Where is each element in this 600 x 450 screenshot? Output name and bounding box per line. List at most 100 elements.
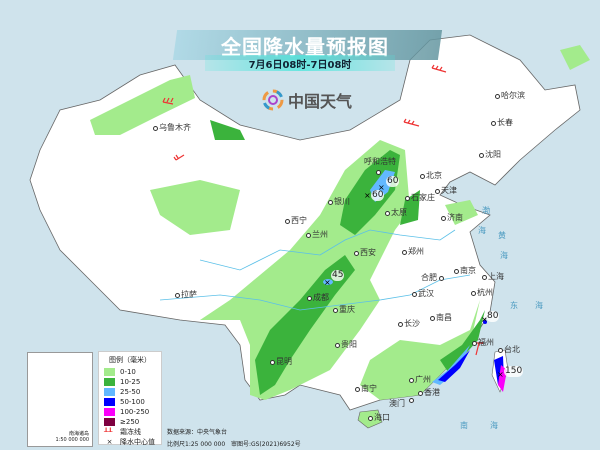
legend-swatch	[104, 388, 115, 396]
logo-text: 中国天气	[288, 92, 353, 111]
city-marker	[454, 269, 459, 274]
precip-center-value: 80	[486, 311, 500, 322]
city-marker	[412, 292, 417, 297]
city-label: 西宁	[291, 216, 307, 225]
city-marker	[418, 391, 423, 396]
sea-label: 海	[500, 251, 508, 260]
city-marker	[270, 360, 275, 365]
legend-item: 25-50	[104, 387, 156, 397]
legend-label: 降水中心值	[120, 438, 155, 446]
legend-swatch	[104, 408, 115, 416]
city-label: 广州	[415, 375, 431, 384]
legend-label: 25-50	[120, 388, 141, 396]
city-label: 拉萨	[181, 290, 197, 299]
city-label: 香港	[424, 388, 440, 397]
city-marker	[495, 94, 500, 99]
city-marker	[307, 296, 312, 301]
city-label: 台北	[504, 345, 520, 354]
legend-item: ≥250	[104, 417, 156, 427]
review-number: 审图号:GS(2021)6952号	[230, 441, 301, 448]
city-label: 成都	[313, 293, 329, 302]
city-marker	[435, 189, 440, 194]
precip-center-value: 60	[386, 176, 400, 187]
legend-label: 50-100	[120, 398, 145, 406]
legend-item: 50-100	[104, 397, 156, 407]
city-label: 南昌	[436, 313, 452, 322]
legend-item: 10-25	[104, 377, 156, 387]
legend-label: 10-25	[120, 378, 141, 386]
city-label: 合肥	[421, 273, 437, 282]
legend-title: 图例（毫米）	[109, 356, 151, 364]
city-marker	[409, 398, 414, 403]
subtitle-banner	[205, 55, 395, 71]
legend-swatch	[104, 418, 115, 426]
city-label: 南宁	[361, 384, 377, 393]
legend-swatch	[104, 398, 115, 406]
sea-label: 南	[460, 421, 468, 430]
city-label: 杭州	[477, 288, 493, 297]
sea-label: 海	[535, 301, 543, 310]
precip-center-value: 150	[504, 366, 524, 377]
city-label: 长春	[497, 118, 513, 127]
china-weather-logo-icon	[262, 89, 284, 111]
city-marker	[471, 291, 476, 296]
city-marker	[175, 293, 180, 298]
city-marker	[376, 170, 381, 175]
precip-center-value: 60	[371, 190, 385, 201]
city-marker	[385, 211, 390, 216]
sea-label: 东	[510, 301, 518, 310]
city-label: 南京	[460, 266, 476, 275]
city-label: 澳门	[389, 399, 405, 408]
legend-label: 0-10	[120, 368, 136, 376]
city-marker	[491, 121, 496, 126]
legend-label: 100-250	[120, 408, 150, 416]
city-marker	[482, 275, 487, 280]
city-label: 北京	[426, 171, 442, 180]
city-label: 石家庄	[411, 193, 435, 202]
city-label: 郑州	[408, 247, 424, 256]
city-marker	[479, 153, 484, 158]
city-label: 乌鲁木齐	[159, 123, 191, 132]
city-marker	[285, 219, 290, 224]
city-marker	[420, 174, 425, 179]
sea-label: 海	[490, 421, 498, 430]
sea-label: 黄	[498, 231, 506, 240]
city-marker	[498, 348, 503, 353]
legend-item: 0-10	[104, 367, 156, 377]
legend-swatch	[104, 368, 115, 376]
city-label: 哈尔滨	[501, 91, 525, 100]
city-label: 呼和浩特	[364, 157, 396, 166]
city-marker	[402, 250, 407, 255]
data-source: 数据来源：中央气象台	[167, 429, 228, 436]
city-marker	[430, 316, 435, 321]
sea-label: 海	[478, 226, 486, 235]
city-label: 天津	[441, 186, 457, 195]
city-marker	[335, 343, 340, 348]
legend-swatch	[104, 378, 115, 386]
svg-text:×: ×	[324, 278, 331, 287]
sea-label: 渤	[482, 206, 490, 215]
legend: 图例（毫米） 0-10 10-25 25-50 50-100 100-250 ≥250 ┸…	[98, 351, 162, 447]
city-label: 贵阳	[341, 340, 357, 349]
city-label: 沈阳	[485, 150, 501, 159]
legend-frost-line: ┸┸ 霜冻线	[104, 427, 156, 437]
city-label: 太原	[391, 208, 407, 217]
inset-label: 南海诸岛 1:50 000 000	[56, 430, 90, 443]
south-china-sea-inset: 南海诸岛 1:50 000 000	[27, 352, 93, 447]
scale-and-review: 比例尺1:25 000 000 审图号:GS(2021)6952号	[167, 439, 301, 448]
frost-line-icon: ┸┸	[104, 428, 113, 436]
cross-icon: ×	[106, 438, 113, 446]
legend-center-value: × 降水中心值	[104, 437, 156, 447]
inset-scale: 1:50 000 000	[55, 437, 90, 443]
svg-text:×: ×	[481, 315, 488, 324]
city-label: 福州	[478, 338, 494, 347]
svg-text:×: ×	[497, 370, 504, 379]
page-subtitle: 7月6日08时-7日08时	[248, 60, 352, 71]
legend-label: ≥250	[120, 418, 140, 426]
city-marker	[405, 196, 410, 201]
city-marker	[439, 276, 444, 281]
city-marker	[368, 416, 373, 421]
city-marker	[472, 341, 477, 346]
city-label: 兰州	[312, 230, 328, 239]
